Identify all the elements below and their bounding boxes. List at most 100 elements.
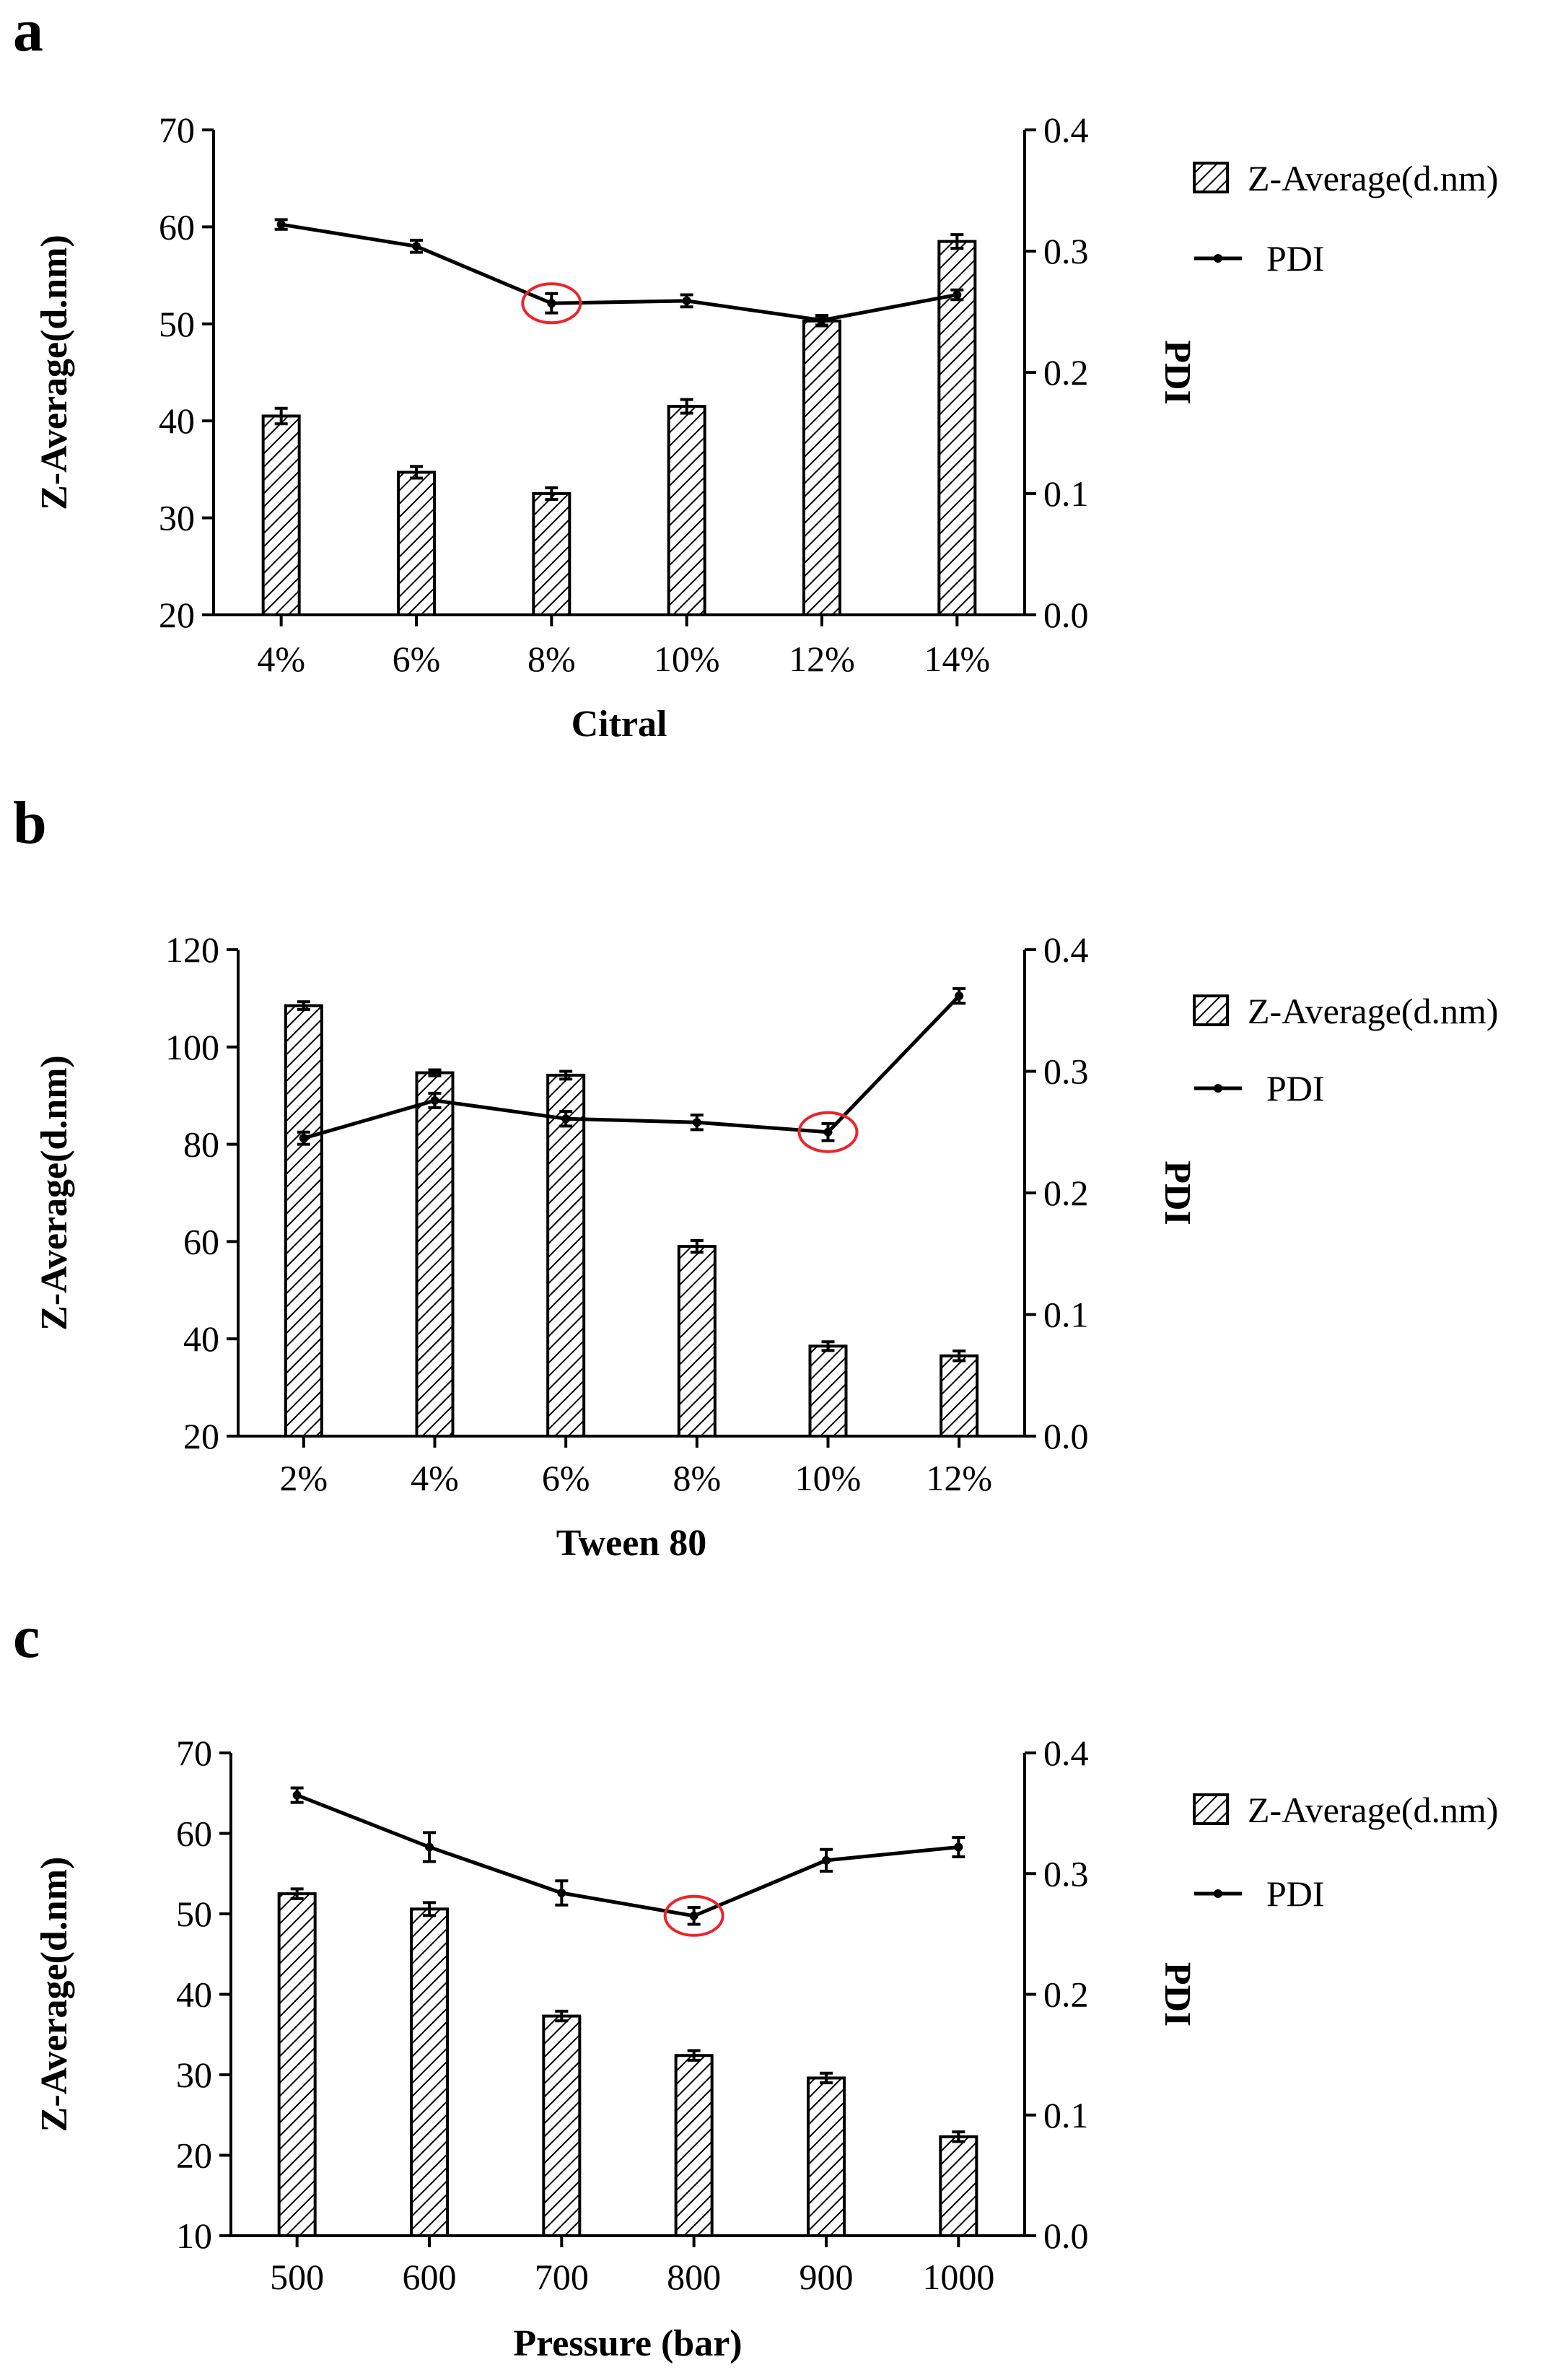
pdi-point [561, 1114, 571, 1124]
pdi-point [689, 1911, 698, 1920]
x-tick-label: 4% [411, 1458, 459, 1498]
y-tick-label: 20 [159, 595, 195, 635]
y-tick-label: 70 [159, 110, 195, 150]
legend-label-z-average: Z-Average(d.nm) [1248, 1790, 1499, 1830]
x-tick-label: 700 [535, 2257, 589, 2297]
bar-z-average [802, 319, 841, 616]
legend-swatch-z-average [1193, 994, 1229, 1026]
x-tick-label: 14% [924, 639, 991, 679]
y2-tick-label: 0.1 [1043, 473, 1089, 514]
bar-error-bar [423, 1901, 436, 1917]
x-tick-label: 10% [795, 1458, 862, 1498]
x-tick-label: 12% [789, 639, 855, 679]
y-tick-label: 60 [159, 206, 195, 247]
panel-letter: b [13, 790, 47, 857]
y2-tick-label: 0.0 [1043, 1416, 1089, 1456]
y-axis-title: Z-Average(d.nm) [34, 235, 75, 510]
x-axis-title: Tween 80 [556, 1523, 706, 1564]
bar-z-average [410, 1907, 449, 2238]
y2-tick-label: 0.4 [1043, 930, 1089, 970]
bar-z-average [542, 2014, 582, 2237]
bar-error-bar [290, 1887, 304, 1900]
bar-z-average [940, 1354, 979, 1438]
bar-z-average [277, 1892, 317, 2237]
bar-z-average [546, 1073, 586, 1438]
y-tick-label: 120 [165, 930, 219, 970]
y2-tick-label: 0.4 [1043, 1733, 1089, 1773]
pdi-point [682, 296, 691, 305]
pdi-point [818, 315, 826, 325]
bar-error-bar [297, 1000, 310, 1011]
x-axis-title: Citral [571, 704, 667, 745]
y-axis-title: Z-Average(d.nm) [34, 1857, 75, 2133]
bar-z-average [807, 2076, 846, 2237]
bar-error-bar [545, 486, 559, 502]
chart-panel-b: b 20 40 60 80 100 120 0.0 0.1 0.2 0.3 0.4 2% 4% 6% 8% 10… [13, 790, 1499, 1564]
legend-marker-pdi [1214, 1084, 1222, 1093]
pdi-point [557, 1889, 566, 1898]
legend-marker-pdi [1214, 1889, 1222, 1898]
y2-tick-label: 0.3 [1043, 231, 1089, 271]
pdi-point [952, 290, 962, 299]
bar-z-average [284, 1004, 323, 1438]
legend-label-pdi: PDI [1266, 1873, 1325, 1914]
legend-marker-pdi [1214, 254, 1222, 263]
pdi-point [276, 220, 286, 229]
panel-letter: c [13, 1604, 40, 1671]
chart-panel-a: a 20 30 40 50 60 70 0.0 0.1 0.2 0.3 0.4 4% 6% 8% 10% 12%… [13, 0, 1499, 745]
y2-tick-label: 0.2 [1043, 1173, 1089, 1213]
pdi-point [425, 1842, 434, 1852]
y-tick-label: 60 [176, 1814, 212, 1854]
bar-error-bar [274, 406, 288, 426]
y2-tick-label: 0.1 [1043, 2095, 1089, 2135]
bar-z-average [667, 405, 706, 616]
legend-swatch-z-average [1193, 162, 1229, 193]
y-tick-label: 80 [183, 1124, 219, 1165]
y-tick-label: 40 [176, 1974, 212, 2015]
x-tick-label: 4% [257, 639, 305, 679]
legend-swatch-z-average [1193, 1793, 1229, 1825]
y-tick-label: 40 [183, 1318, 219, 1359]
bar-z-average [415, 1071, 455, 1438]
y-tick-label: 50 [159, 304, 195, 344]
y2-tick-label: 0.3 [1043, 1853, 1089, 1894]
y-tick-label: 20 [183, 1416, 219, 1456]
y-tick-label: 60 [183, 1221, 219, 1261]
y2-tick-label: 0.3 [1043, 1051, 1089, 1092]
pdi-point [299, 1134, 308, 1143]
y-tick-label: 100 [165, 1027, 219, 1067]
legend-label-pdi: PDI [1266, 1068, 1325, 1108]
y2-tick-label: 0.2 [1043, 1974, 1089, 2015]
bar-error-bar [428, 1068, 442, 1077]
highlight-circle [663, 1894, 724, 1937]
bar-error-bar [950, 233, 964, 250]
x-tick-label: 10% [654, 639, 720, 679]
pdi-point [412, 242, 421, 251]
bar-error-bar [952, 1350, 966, 1363]
bar-error-bar [555, 2009, 569, 2023]
bar-error-bar [820, 2071, 833, 2085]
highlight-circle [521, 282, 582, 325]
y-tick-label: 40 [159, 401, 195, 441]
bar-error-bar [690, 1239, 704, 1254]
bar-error-bar [559, 1070, 573, 1081]
pdi-line [296, 1793, 959, 1918]
pdi-point [547, 299, 556, 308]
y2-tick-label: 0.0 [1043, 2216, 1089, 2256]
bar-error-bar [410, 465, 423, 480]
pdi-point [823, 1127, 833, 1137]
x-tick-label: 800 [667, 2257, 721, 2297]
x-axis-title: Pressure (bar) [513, 2323, 742, 2364]
pdi-point [955, 992, 964, 1001]
bar-z-average [808, 1344, 848, 1438]
x-tick-label: 1000 [922, 2257, 994, 2297]
pdi-point [692, 1118, 701, 1127]
y2-axis-title: PDI [1157, 340, 1198, 405]
y-axis-title: Z-Average(d.nm) [34, 1055, 75, 1331]
bar-z-average [677, 1245, 717, 1438]
bar-error-bar [952, 2130, 965, 2143]
y2-axis-title: PDI [1157, 1160, 1198, 1225]
y2-axis-title: PDI [1157, 1962, 1198, 2027]
y-tick-label: 20 [176, 2135, 212, 2176]
